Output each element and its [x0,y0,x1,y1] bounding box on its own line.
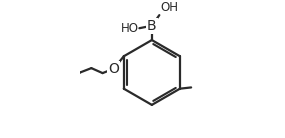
Text: HO: HO [121,22,139,35]
Text: B: B [147,19,157,33]
Text: OH: OH [160,1,178,14]
Text: O: O [108,62,119,76]
